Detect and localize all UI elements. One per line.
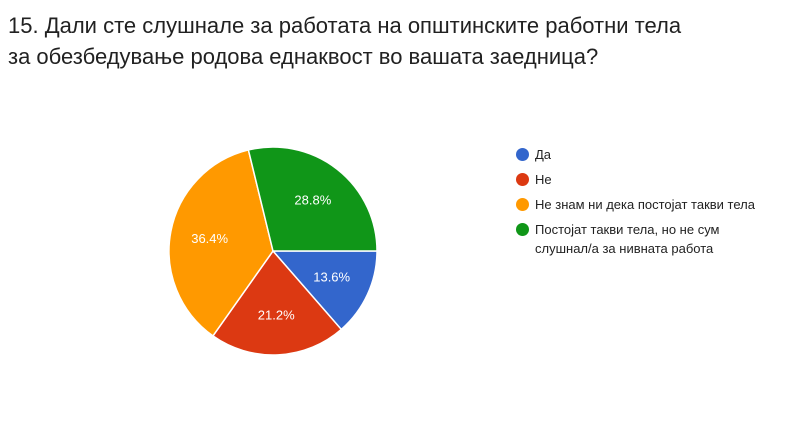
legend-item-ne: Не [515,170,785,189]
legend-label-postojat: Постојат такви тела, но не сум [535,222,720,237]
question-title-line-2: за обезбедување родова еднаквост во ваша… [8,44,599,69]
legend-label-da: Да [535,147,552,162]
question-title: 15. Дали сте слушнале за работата на опш… [8,10,788,72]
legend-label-postojat-line-2: слушнал/а за нивната работа [535,241,714,256]
pie-slice-ne [211,249,343,356]
question-title-line-1: 15. Дали сте слушнале за работата на опш… [8,13,682,38]
legend-swatch-da [516,148,529,161]
legend-item-ne-znam: Не знам ни дека постојат такви тела [515,195,785,214]
legend-swatch-ne [516,173,529,186]
pie-slice-postojat [247,146,378,252]
chart-legend: Да Не Не знам ни дека постојат такви тел… [515,145,785,264]
pie-label-ne-znam: 36.4% [191,231,228,246]
legend-item-da: Да [515,145,785,164]
pie-label-ne: 21.2% [258,307,295,322]
pie-label-da: 13.6% [313,270,350,285]
legend-label-ne-znam: Не знам ни дека постојат такви тела [535,197,755,212]
pie-slice-da [271,250,378,331]
legend-item-postojat: Постојат такви тела, но не сум слушнал/а… [515,220,785,258]
pie-slice-ne-znam [168,149,274,337]
legend-swatch-postojat [516,223,529,236]
legend-swatch-ne-znam [516,198,529,211]
legend-label-ne: Не [535,172,552,187]
pie-label-postojat: 28.8% [294,192,331,207]
